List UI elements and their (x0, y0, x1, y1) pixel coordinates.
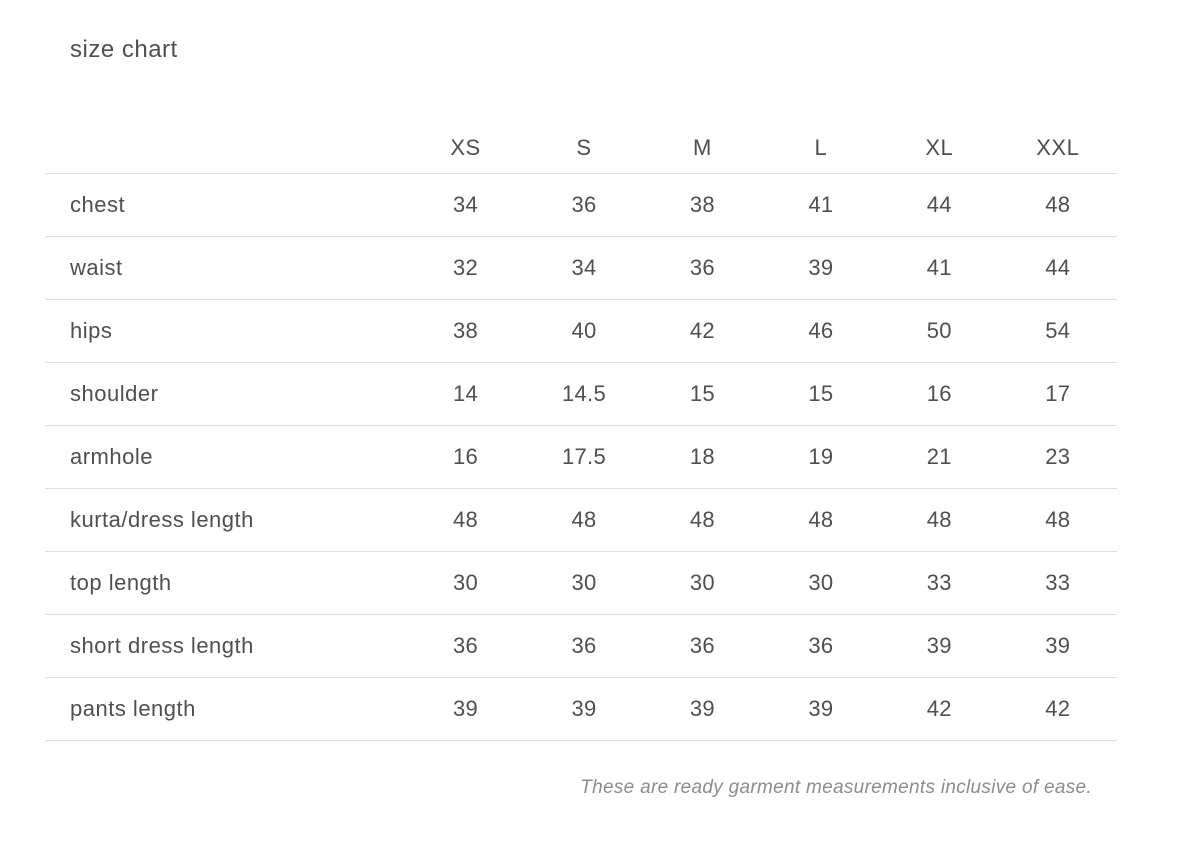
row-label: armhole (45, 425, 407, 489)
table-row: short dress length 36 36 36 36 39 39 (45, 614, 1117, 678)
header-row: XS S M L XL XXL (45, 111, 1117, 174)
measurement-cell: 39 (880, 614, 999, 678)
column-header-xs: XS (406, 111, 525, 174)
measurement-cell: 48 (880, 488, 999, 552)
measurement-cell: 21 (880, 425, 999, 489)
size-table-header: XS S M L XL XXL (45, 111, 1117, 174)
measurement-cell: 38 (643, 173, 762, 237)
measurement-cell: 42 (880, 677, 999, 741)
measurement-cell: 48 (643, 488, 762, 552)
measurement-cell: 42 (998, 677, 1117, 741)
measurement-cell: 38 (406, 299, 525, 363)
measurement-cell: 18 (643, 425, 762, 489)
measurement-cell: 42 (643, 299, 762, 363)
measurement-cell: 41 (880, 236, 999, 300)
size-table-body: chest 34 36 38 41 44 48 waist 32 34 36 39 41 44 hips 38… (45, 173, 1117, 741)
measurement-cell: 39 (761, 236, 881, 300)
measurement-cell: 17.5 (524, 425, 644, 489)
measurement-cell: 17 (998, 362, 1117, 426)
table-row: shoulder 14 14.5 15 15 16 17 (45, 362, 1117, 426)
measurement-cell: 34 (406, 173, 525, 237)
measurement-cell: 34 (524, 236, 644, 300)
measurement-cell: 32 (406, 236, 525, 300)
measurement-cell: 19 (761, 425, 881, 489)
measurement-cell: 15 (761, 362, 881, 426)
measurement-cell: 23 (998, 425, 1117, 489)
measurement-cell: 39 (761, 677, 881, 741)
measurement-cell: 33 (880, 551, 999, 615)
column-header-empty (45, 111, 407, 174)
row-label: short dress length (45, 614, 407, 678)
table-row: pants length 39 39 39 39 42 42 (45, 677, 1117, 741)
measurement-cell: 48 (524, 488, 644, 552)
measurement-cell: 39 (643, 677, 762, 741)
measurement-cell: 48 (998, 173, 1117, 237)
measurement-cell: 41 (761, 173, 881, 237)
measurement-cell: 30 (761, 551, 881, 615)
measurement-cell: 44 (880, 173, 999, 237)
measurement-cell: 39 (406, 677, 525, 741)
row-label: hips (45, 299, 407, 363)
measurement-cell: 30 (524, 551, 644, 615)
column-header-m: M (643, 111, 762, 174)
measurement-cell: 39 (998, 614, 1117, 678)
measurement-cell: 48 (406, 488, 525, 552)
measurement-cell: 33 (998, 551, 1117, 615)
column-header-xxl: XXL (998, 111, 1117, 174)
measurement-cell: 36 (406, 614, 525, 678)
measurement-cell: 14 (406, 362, 525, 426)
measurement-cell: 36 (761, 614, 881, 678)
table-row: hips 38 40 42 46 50 54 (45, 299, 1117, 363)
column-header-l: L (761, 111, 881, 174)
measurement-cell: 36 (524, 173, 644, 237)
measurement-cell: 50 (880, 299, 999, 363)
table-row: chest 34 36 38 41 44 48 (45, 173, 1117, 237)
measurement-cell: 54 (998, 299, 1117, 363)
measurement-cell: 39 (524, 677, 644, 741)
size-chart-table: XS S M L XL XXL chest 34 36 38 41 44 48 waist 32 34 36 3… (45, 111, 1117, 741)
column-header-s: S (524, 111, 644, 174)
measurement-cell: 40 (524, 299, 644, 363)
table-row: armhole 16 17.5 18 19 21 23 (45, 425, 1117, 489)
row-label: shoulder (45, 362, 407, 426)
page-title: size chart (70, 36, 178, 63)
measurement-cell: 36 (524, 614, 644, 678)
measurement-cell: 48 (761, 488, 881, 552)
measurement-cell: 14.5 (524, 362, 644, 426)
measurement-cell: 30 (406, 551, 525, 615)
row-label: kurta/dress length (45, 488, 407, 552)
table-row: top length 30 30 30 30 33 33 (45, 551, 1117, 615)
measurement-cell: 48 (998, 488, 1117, 552)
measurement-cell: 36 (643, 614, 762, 678)
table-row: waist 32 34 36 39 41 44 (45, 236, 1117, 300)
measurement-cell: 16 (406, 425, 525, 489)
measurement-cell: 44 (998, 236, 1117, 300)
row-label: waist (45, 236, 407, 300)
column-header-xl: XL (880, 111, 999, 174)
table-row: kurta/dress length 48 48 48 48 48 48 (45, 488, 1117, 552)
measurement-cell: 15 (643, 362, 762, 426)
row-label: pants length (45, 677, 407, 741)
row-label: chest (45, 173, 407, 237)
measurement-cell: 30 (643, 551, 762, 615)
measurement-cell: 46 (761, 299, 881, 363)
footnote: These are ready garment measurements inc… (580, 777, 1092, 798)
measurement-cell: 16 (880, 362, 999, 426)
row-label: top length (45, 551, 407, 615)
measurement-cell: 36 (643, 236, 762, 300)
